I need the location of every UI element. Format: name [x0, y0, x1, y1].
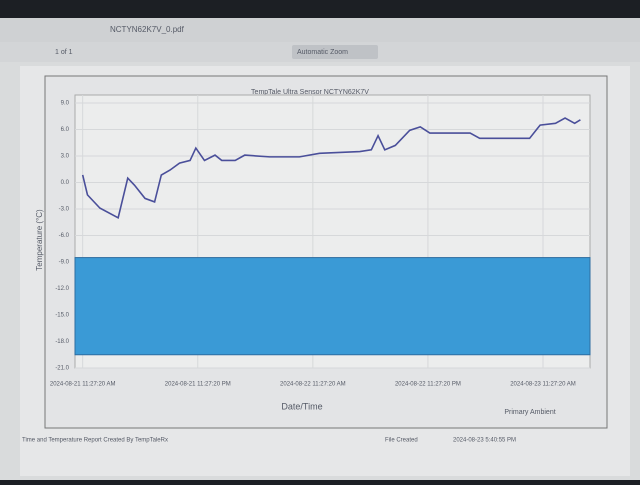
x-tick-label: 2024-08-21 11:27:20 PM	[165, 382, 231, 388]
x-tick-label: 2024-08-21 11:27:20 AM	[50, 382, 116, 388]
y-tick-label: 9.0	[61, 101, 70, 107]
y-tick-label: -9.0	[59, 260, 70, 266]
y-axis-label: Temperature (°C)	[35, 209, 44, 271]
footer-file-created: 2024-08-23 5:40:55 PM	[453, 438, 516, 444]
chart-title: TempTale Ultra Sensor NCTYN62K7V	[251, 89, 369, 96]
file-name: NCTYN62K7V_0.pdf	[110, 25, 185, 34]
y-tick-label: -3.0	[59, 207, 70, 213]
footer-file-created-label: File Created	[385, 438, 418, 444]
zoom-label[interactable]: Automatic Zoom	[297, 49, 348, 56]
tab-bar	[0, 18, 640, 42]
y-tick-label: -18.0	[55, 339, 69, 345]
x-tick-label: 2024-08-23 11:27:20 AM	[510, 382, 576, 388]
data-line	[81, 117, 581, 220]
x-tick-label: 2024-08-22 11:27:20 AM	[280, 382, 346, 388]
y-tick-label: 3.0	[61, 154, 70, 160]
page-count[interactable]: 1 of 1	[55, 49, 73, 56]
legend-entry: Primary Ambient	[504, 409, 555, 416]
y-tick-label: -6.0	[59, 233, 70, 239]
footer-created-by: Time and Temperature Report Created By T…	[22, 438, 168, 444]
x-axis-label: Date/Time	[281, 401, 322, 411]
y-tick-label: 0.0	[61, 180, 70, 186]
y-tick-label: -12.0	[55, 286, 69, 292]
y-tick-label: -21.0	[55, 366, 69, 372]
y-tick-label: 6.0	[61, 127, 70, 133]
y-tick-label: -15.0	[55, 313, 69, 319]
alarm-band	[74, 257, 591, 356]
zoom-select[interactable]	[292, 45, 378, 59]
x-tick-label: 2024-08-22 11:27:20 PM	[395, 382, 461, 388]
